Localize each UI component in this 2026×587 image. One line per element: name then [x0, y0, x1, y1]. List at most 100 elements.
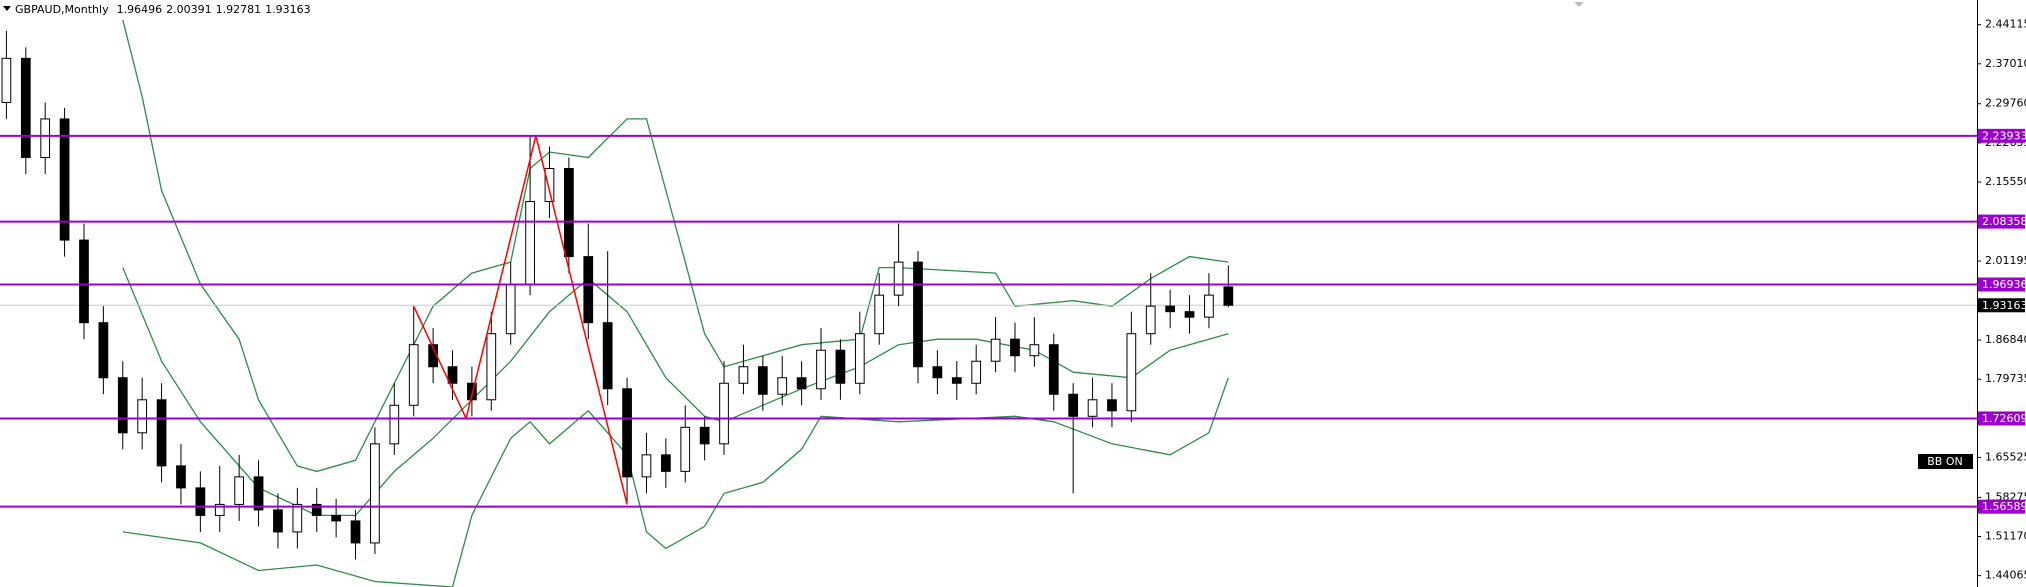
- y-tick-label: 2.44115: [1985, 18, 2026, 31]
- candle-body: [1029, 344, 1040, 357]
- chart-title: GBPAUD,Monthly 1.96496 2.00391 1.92781 1.931…: [15, 3, 311, 16]
- bollinger-band: [122, 19, 1229, 473]
- y-tick-label: 1.51170: [1985, 530, 2026, 543]
- candle-body: [854, 333, 865, 384]
- candle-body: [680, 426, 691, 472]
- candle-body: [408, 344, 419, 406]
- candle-body: [719, 382, 729, 445]
- level-tag: [1978, 214, 2025, 229]
- level-tag: [1978, 277, 2025, 292]
- menu-triangle: [3, 6, 11, 11]
- candle-body: [137, 399, 148, 434]
- high: 2.00391: [166, 3, 212, 16]
- candle-body: [20, 57, 31, 158]
- level-tag: [1978, 128, 2025, 143]
- candle-body: [913, 261, 923, 368]
- candle-body: [331, 514, 341, 522]
- candle-body: [98, 322, 109, 379]
- candle-body: [1087, 399, 1098, 417]
- candle-body: [195, 487, 206, 516]
- candle-body: [505, 283, 516, 335]
- level-label: 2.08358: [1982, 215, 2026, 228]
- candle-body: [641, 454, 652, 478]
- level-label: 2.23933: [1982, 129, 2026, 142]
- candle-body: [525, 201, 535, 285]
- candle-body: [1010, 338, 1020, 357]
- level-tag: [1978, 411, 2025, 426]
- candle-body: [951, 377, 962, 384]
- level-label: 1.96936: [1982, 278, 2026, 291]
- level-tag: [1978, 499, 2025, 514]
- candle-body: [699, 426, 710, 445]
- level-label: 1.72609: [1982, 412, 2026, 425]
- candle-body: [234, 476, 245, 505]
- current-price-label: 1.93163: [1982, 299, 2026, 312]
- candle-body: [835, 349, 846, 384]
- candle-body: [156, 399, 167, 467]
- candle-body: [1107, 399, 1117, 412]
- plot-area: [0, 19, 1977, 587]
- y-tick-label: 2.15550: [1985, 175, 2026, 188]
- price-tag: [1978, 298, 2025, 313]
- candle-body: [370, 443, 380, 544]
- level-label: 1.56589: [1982, 500, 2026, 513]
- candle-body: [874, 294, 885, 335]
- low: 1.92781: [216, 3, 262, 16]
- y-tick-label: 1.86840: [1985, 333, 2026, 346]
- candle-body: [602, 322, 613, 390]
- candle-body: [253, 476, 264, 511]
- candle-body: [622, 388, 632, 478]
- candle-body: [79, 239, 89, 324]
- candle-body: [971, 360, 982, 384]
- candle-body: [117, 377, 128, 434]
- candle-body: [660, 454, 671, 472]
- candle-body: [467, 382, 477, 401]
- candle-body: [583, 256, 594, 324]
- y-tick-label: 2.37010: [1985, 57, 2026, 70]
- candle-body: [350, 520, 361, 544]
- candle-body: [1184, 311, 1195, 318]
- y-tick-label: 2.01195: [1985, 254, 2026, 267]
- candle-body: [544, 168, 555, 203]
- candle-body: [1145, 305, 1156, 335]
- indicator-tag: [1918, 454, 1973, 469]
- indicator-label: BB ON: [1927, 455, 1962, 468]
- candle-body: [389, 404, 400, 445]
- symbol: GBPAUD,Monthly: [15, 3, 109, 16]
- y-tick-label: 1.44065: [1985, 569, 2026, 582]
- candle-body: [757, 366, 768, 395]
- candle-body: [40, 118, 51, 158]
- candle-body: [990, 338, 1001, 362]
- shift-marker: [1574, 2, 1584, 7]
- y-tick-label: 1.79735: [1985, 372, 2026, 385]
- candle-body: [1165, 305, 1176, 313]
- candle-body: [1048, 344, 1059, 395]
- candle-body: [796, 377, 807, 390]
- candle-body: [1068, 393, 1079, 417]
- y-tick-label: 2.29760: [1985, 97, 2026, 110]
- open: 1.96496: [117, 3, 163, 16]
- candle-body: [214, 503, 225, 516]
- candle-body: [1204, 294, 1214, 318]
- candle-body: [1126, 333, 1137, 412]
- candle-body: [893, 261, 904, 296]
- zigzag: [413, 135, 628, 505]
- candle-body: [273, 509, 283, 533]
- candle-body: [176, 465, 186, 489]
- candle-body: [564, 168, 574, 258]
- candle-body: [292, 503, 303, 533]
- candle-body: [1223, 286, 1234, 306]
- candle-body: [932, 366, 943, 379]
- bollinger-band: [122, 377, 1229, 587]
- candle-body: [816, 349, 826, 390]
- candle-body: [447, 366, 458, 384]
- candle-body: [311, 503, 322, 516]
- y-tick-label: 1.65525: [1985, 450, 2026, 463]
- candle-body: [486, 333, 497, 401]
- candle-body: [738, 366, 749, 384]
- candle-body: [59, 118, 70, 241]
- candle-body: [777, 377, 788, 395]
- close: 1.93163: [265, 3, 311, 16]
